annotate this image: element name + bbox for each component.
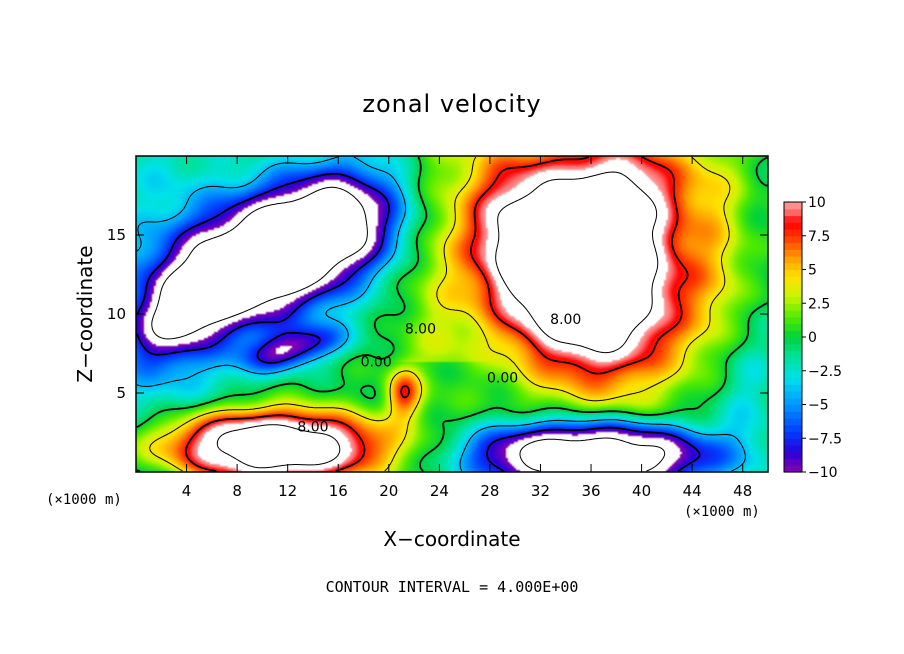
colorbar-tick-label: −7.5 xyxy=(808,431,842,447)
x-tick-label: 40 xyxy=(632,482,651,500)
colorbar-segment xyxy=(784,438,802,446)
colorbar-segment xyxy=(784,276,802,284)
colorbar-segment xyxy=(784,262,802,271)
contour-line xyxy=(136,156,746,472)
colorbar-tick-label: −5 xyxy=(808,398,829,414)
colorbar-tick-label: −2.5 xyxy=(808,364,842,380)
y-axis-title: Z−coordinate xyxy=(73,245,97,382)
colorbar-segment xyxy=(784,269,802,277)
colorbar-segment xyxy=(784,256,802,264)
x-tick-label: 44 xyxy=(683,482,702,500)
colorbar-segment xyxy=(784,229,802,237)
colorbar-segment xyxy=(784,404,802,412)
y-tick-label: 15 xyxy=(107,226,126,244)
colorbar-segment xyxy=(784,343,802,352)
y-axis: 5 10 15 xyxy=(107,226,768,402)
y-tick-label: 10 xyxy=(107,305,126,323)
colorbar-segment xyxy=(784,445,802,453)
velocity-field-image xyxy=(136,156,768,472)
colorbar-segment xyxy=(784,330,802,338)
x-tick-label: 4 xyxy=(182,482,192,500)
colorbar-segment xyxy=(784,451,802,460)
x-unit-label: (×1000 m) xyxy=(46,492,122,508)
colorbar-segment xyxy=(784,222,802,230)
contour-label: 8.00 xyxy=(550,312,581,328)
contour-line xyxy=(184,156,689,472)
colorbar-tick-label: 0 xyxy=(808,330,817,346)
contour-label: 0.00 xyxy=(361,355,392,371)
colorbar-segment xyxy=(784,303,802,311)
colorbar-segment xyxy=(784,215,802,223)
x-tick-label: 32 xyxy=(531,482,550,500)
z-unit-label: (×1000 m) xyxy=(684,504,760,520)
colorbar-segment xyxy=(784,458,802,466)
colorbar-tick-label: 2.5 xyxy=(808,296,830,312)
colorbar-segment xyxy=(784,208,802,217)
colorbar-segment xyxy=(784,431,802,439)
colorbar-segment xyxy=(784,391,802,399)
contour-labels: 8.00 8.00 0.00 0.00 8.00 xyxy=(297,312,581,435)
colorbar-segment xyxy=(784,323,802,331)
x-axis: 4 8 12 16 20 24 28 32 36 40 44 48 xyxy=(182,156,752,500)
colorbar-segment xyxy=(784,249,802,257)
y-tick-label: 5 xyxy=(116,384,126,402)
colorbar-segment xyxy=(784,424,802,433)
contour-label: 8.00 xyxy=(297,419,328,435)
colorbar-segment xyxy=(784,384,802,392)
contour-label: 8.00 xyxy=(405,321,436,337)
x-tick-label: 48 xyxy=(733,482,752,500)
plot-area xyxy=(136,156,768,472)
colorbar-segment xyxy=(784,411,802,419)
colorbar-segment xyxy=(784,242,802,250)
x-tick-label: 28 xyxy=(480,482,499,500)
colorbar-tick-label: 7.5 xyxy=(808,229,830,245)
colorbar-segment xyxy=(784,235,802,244)
colorbar-tick-label: 10 xyxy=(808,195,826,211)
contour-line xyxy=(136,173,701,472)
contour-line xyxy=(149,156,731,472)
x-axis-title: X−coordinate xyxy=(383,527,520,551)
colorbar-segment xyxy=(784,310,802,318)
colorbar-tick-label: −10 xyxy=(808,465,838,481)
colorbar-segment xyxy=(784,364,802,372)
x-tick-label: 24 xyxy=(430,482,449,500)
colorbar-segment xyxy=(784,418,802,426)
colorbar-segment xyxy=(784,377,802,385)
colorbar-segment xyxy=(784,289,802,298)
colorbar-segment xyxy=(784,283,802,291)
chart-title: zonal velocity xyxy=(362,90,541,118)
contour-lines xyxy=(136,156,768,472)
colorbar-segment xyxy=(784,316,802,325)
colorbar-segment xyxy=(784,202,802,210)
x-tick-label: 16 xyxy=(329,482,348,500)
colorbar-segment xyxy=(784,296,802,304)
colorbar-segment xyxy=(784,397,802,406)
colorbar-segment xyxy=(784,337,802,345)
x-tick-label: 36 xyxy=(581,482,600,500)
contour-interval-note: CONTOUR INTERVAL = 4.000E+00 xyxy=(326,578,579,596)
colorbar-segment xyxy=(784,357,802,365)
colorbar: 10 7.5 5 2.5 0 −2.5 −5 −7.5 −10 xyxy=(783,195,842,481)
x-tick-label: 8 xyxy=(232,482,242,500)
colorbar-tick-label: 5 xyxy=(808,263,817,279)
colorbar-segment xyxy=(784,370,802,379)
contour-line xyxy=(136,156,768,472)
contour-line xyxy=(151,186,666,472)
contour-label: 0.00 xyxy=(487,370,518,386)
contour-line xyxy=(216,171,659,469)
colorbar-segment xyxy=(784,465,802,473)
x-tick-label: 12 xyxy=(278,482,297,500)
colorbar-segment xyxy=(784,350,802,358)
x-tick-label: 20 xyxy=(379,482,398,500)
